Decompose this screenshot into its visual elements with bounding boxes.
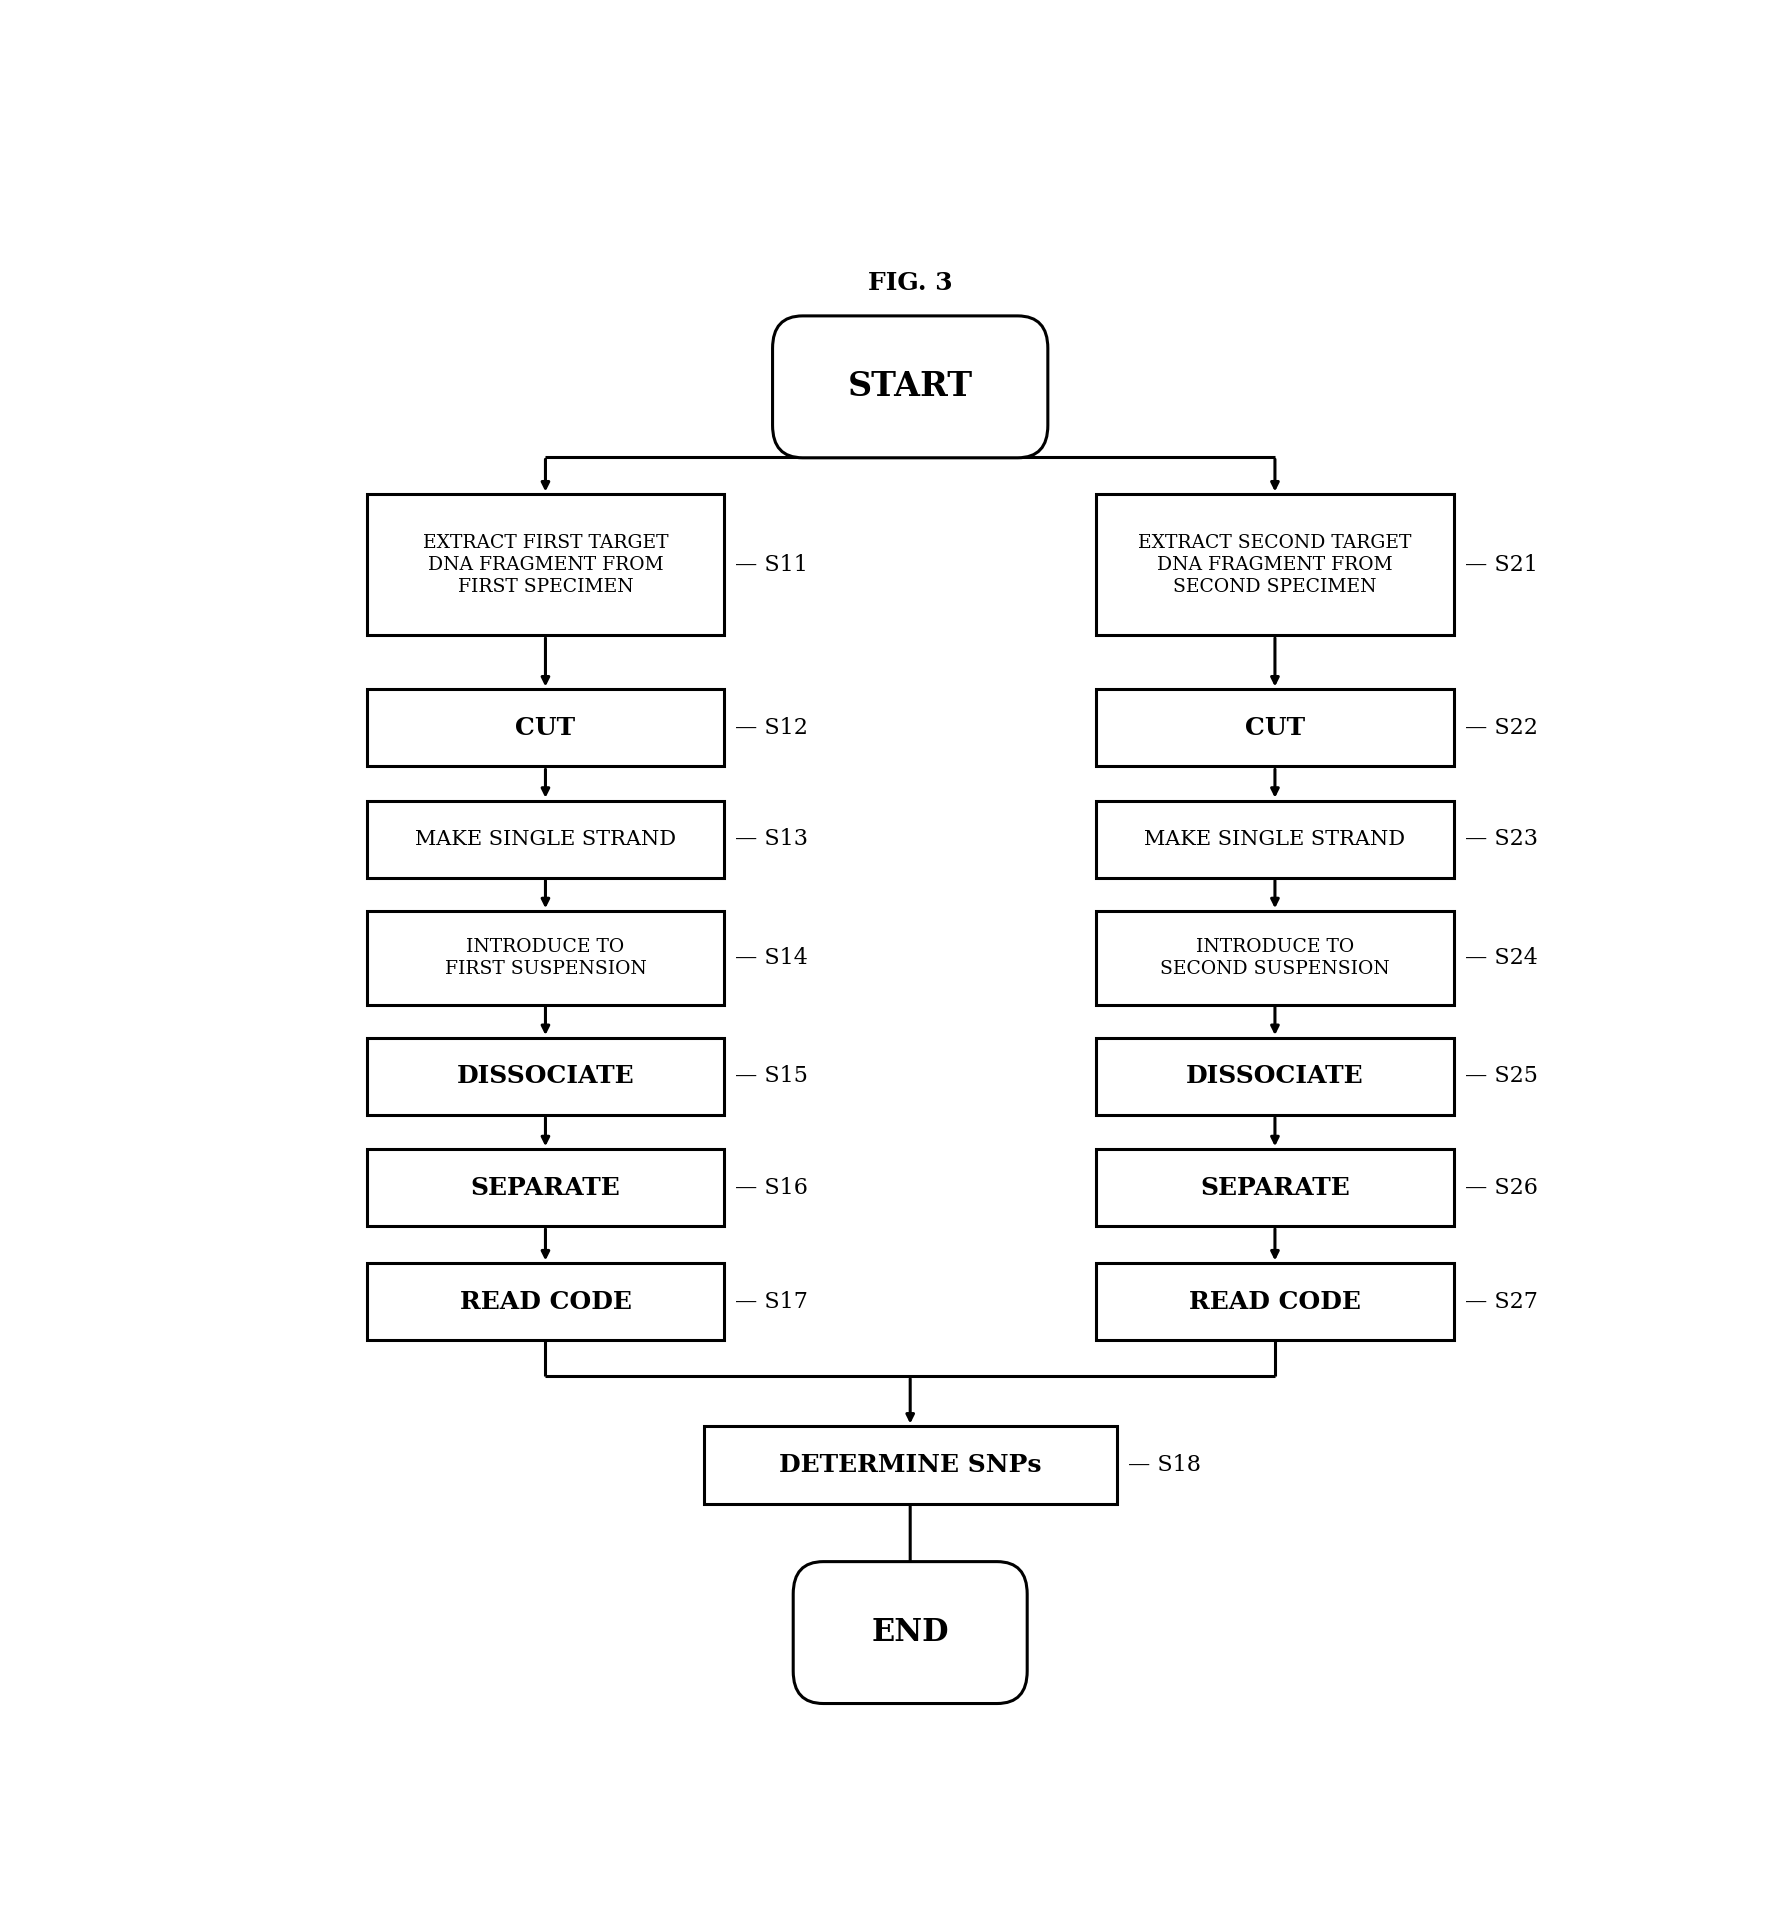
Text: CUT: CUT bbox=[1245, 716, 1305, 740]
Bar bbox=[366, 1150, 725, 1227]
Text: SEPARATE: SEPARATE bbox=[1201, 1175, 1350, 1200]
Text: — S26: — S26 bbox=[1465, 1177, 1538, 1198]
Text: — S14: — S14 bbox=[735, 948, 808, 969]
Bar bbox=[1096, 1150, 1455, 1227]
Bar bbox=[1096, 1038, 1455, 1115]
Text: — S23: — S23 bbox=[1465, 828, 1538, 849]
Bar bbox=[366, 1263, 725, 1340]
Text: — S25: — S25 bbox=[1465, 1065, 1538, 1088]
Text: — S16: — S16 bbox=[735, 1177, 808, 1198]
Text: — S24: — S24 bbox=[1465, 948, 1538, 969]
Text: — S21: — S21 bbox=[1465, 555, 1538, 576]
FancyBboxPatch shape bbox=[773, 316, 1048, 458]
Text: SEPARATE: SEPARATE bbox=[471, 1175, 620, 1200]
Text: — S22: — S22 bbox=[1465, 716, 1538, 740]
Text: — S11: — S11 bbox=[735, 555, 808, 576]
Text: MAKE SINGLE STRAND: MAKE SINGLE STRAND bbox=[416, 830, 677, 849]
Text: READ CODE: READ CODE bbox=[460, 1290, 632, 1314]
Text: DETERMINE SNPs: DETERMINE SNPs bbox=[780, 1452, 1041, 1477]
Text: INTRODUCE TO
FIRST SUSPENSION: INTRODUCE TO FIRST SUSPENSION bbox=[444, 938, 646, 978]
Text: — S27: — S27 bbox=[1465, 1290, 1538, 1314]
Bar bbox=[366, 1038, 725, 1115]
Text: FIG. 3: FIG. 3 bbox=[868, 272, 952, 295]
Text: START: START bbox=[847, 370, 973, 403]
Bar bbox=[1096, 801, 1455, 878]
Text: END: END bbox=[872, 1618, 948, 1649]
Text: — S15: — S15 bbox=[735, 1065, 808, 1088]
Bar bbox=[1096, 690, 1455, 767]
Bar bbox=[1096, 911, 1455, 1005]
Bar bbox=[703, 1427, 1117, 1504]
Text: DISSOCIATE: DISSOCIATE bbox=[1186, 1065, 1364, 1088]
Text: EXTRACT SECOND TARGET
DNA FRAGMENT FROM
SECOND SPECIMEN: EXTRACT SECOND TARGET DNA FRAGMENT FROM … bbox=[1138, 534, 1412, 595]
Text: CUT: CUT bbox=[515, 716, 575, 740]
Bar bbox=[366, 495, 725, 636]
Text: — S18: — S18 bbox=[1128, 1454, 1201, 1475]
Bar bbox=[1096, 495, 1455, 636]
Bar bbox=[366, 690, 725, 767]
Text: DISSOCIATE: DISSOCIATE bbox=[456, 1065, 634, 1088]
Bar bbox=[366, 801, 725, 878]
Text: READ CODE: READ CODE bbox=[1188, 1290, 1360, 1314]
Text: — S17: — S17 bbox=[735, 1290, 808, 1314]
FancyBboxPatch shape bbox=[794, 1562, 1027, 1703]
Text: MAKE SINGLE STRAND: MAKE SINGLE STRAND bbox=[1144, 830, 1405, 849]
Bar bbox=[366, 911, 725, 1005]
Text: INTRODUCE TO
SECOND SUSPENSION: INTRODUCE TO SECOND SUSPENSION bbox=[1160, 938, 1391, 978]
Text: EXTRACT FIRST TARGET
DNA FRAGMENT FROM
FIRST SPECIMEN: EXTRACT FIRST TARGET DNA FRAGMENT FROM F… bbox=[423, 534, 668, 595]
Bar bbox=[1096, 1263, 1455, 1340]
Text: — S12: — S12 bbox=[735, 716, 808, 740]
Text: — S13: — S13 bbox=[735, 828, 808, 849]
